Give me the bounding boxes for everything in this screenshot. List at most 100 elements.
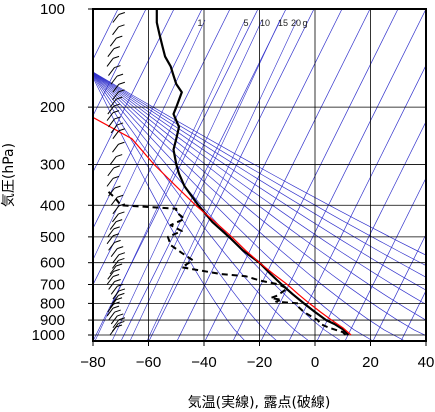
dewpoint-line	[106, 189, 347, 336]
mixing-ratio-line	[129, 19, 281, 341]
wind-barb	[106, 112, 114, 121]
mixing-ratio-label: 5	[243, 18, 248, 28]
wind-barb-flag	[114, 65, 121, 69]
wind-barb	[109, 156, 117, 165]
wind-barb-flag	[112, 233, 120, 237]
wind-barb-flag	[118, 81, 126, 85]
wind-barb	[111, 295, 119, 304]
mixing-ratio-label: g	[302, 18, 307, 28]
wind-barbs	[106, 9, 126, 336]
mixing-ratio-label: 15	[278, 18, 288, 28]
wind-barb-flag	[114, 278, 121, 282]
dry-adiabat-line	[93, 71, 426, 266]
dry-adiabat-line	[93, 75, 278, 341]
wind-barb	[110, 75, 118, 85]
wind-barb	[108, 281, 116, 290]
wind-barb-flag	[115, 219, 123, 223]
wind-barb	[106, 276, 114, 285]
x-tick-label: −80	[80, 354, 105, 371]
wind-barb	[106, 235, 114, 245]
wind-barb	[106, 178, 114, 187]
wind-barb-flag	[115, 263, 123, 267]
mixing-ratio-labels: 1 5 10 15 20 g	[197, 18, 307, 28]
wind-barb	[110, 196, 118, 206]
wind-barb-flag	[117, 313, 124, 317]
wind-barb	[106, 307, 114, 317]
wind-barb-flag	[113, 301, 120, 305]
wind-barb-flag	[118, 257, 125, 261]
wind-barb	[109, 299, 117, 309]
wind-barb	[107, 48, 115, 57]
isotherm-line	[93, 9, 203, 230]
wind-barb-flag	[118, 203, 126, 207]
wind-barb-flag	[116, 73, 124, 77]
wind-barb-flag	[118, 24, 125, 28]
x-tick-label: 0	[311, 354, 319, 371]
wind-barb-flag	[113, 103, 120, 107]
wind-barb-flag	[116, 122, 124, 126]
mixing-ratio-label: 10	[260, 18, 270, 28]
wind-barb	[110, 285, 118, 295]
dry-adiabat-line	[93, 73, 342, 341]
x-tick-label: −20	[247, 354, 272, 371]
mixing-ratio-line	[93, 19, 206, 261]
wind-barb	[112, 91, 119, 101]
wind-barb-flag	[114, 185, 121, 189]
y-tick-label: 400	[40, 197, 65, 214]
wind-barb-flag	[118, 211, 125, 215]
y-tick-label: 700	[40, 277, 65, 294]
wind-barb	[107, 167, 115, 177]
wind-barb	[112, 14, 120, 23]
wind-barb	[109, 37, 117, 47]
wind-barb	[107, 303, 115, 313]
wind-barb	[106, 58, 114, 67]
x-axis-label: 気温(実線), 露点(破線)	[188, 395, 331, 411]
wind-barb-flag	[118, 317, 126, 321]
wind-barb	[112, 26, 119, 36]
isotherm-line	[372, 233, 426, 341]
dry-adiabat-line	[93, 72, 426, 291]
wind-barb-flag	[113, 46, 121, 50]
isotherm-line	[93, 9, 147, 117]
y-tick-label: 300	[40, 157, 65, 174]
dry-adiabat-line	[93, 73, 374, 341]
wind-barb	[110, 315, 118, 325]
wind-barb	[109, 98, 117, 108]
wind-barb-flag	[117, 283, 124, 287]
x-tick-label: −40	[191, 354, 216, 371]
wind-barb	[108, 67, 115, 76]
wind-barb	[112, 205, 120, 215]
wind-barb	[112, 260, 119, 269]
y-tick-label: 1000	[32, 327, 65, 344]
isotherm-line	[344, 177, 426, 341]
wind-barb-flag	[117, 246, 124, 250]
dry-adiabat-line	[93, 71, 426, 278]
wind-barb	[112, 213, 119, 223]
wind-barb-flag	[116, 194, 124, 198]
wind-barb-flag	[112, 274, 120, 277]
isotherm-line	[93, 9, 231, 286]
wind-barb	[112, 319, 120, 329]
dry-adiabat-line	[93, 71, 426, 256]
x-tick-label: 40	[418, 354, 435, 371]
wind-barb	[108, 242, 115, 251]
isotherm-line	[316, 120, 426, 341]
parcel-line	[93, 116, 352, 336]
wind-barb-flag	[118, 252, 126, 256]
y-tick-label: 900	[40, 312, 65, 329]
wind-barb	[108, 118, 115, 128]
wind-barb	[112, 83, 120, 93]
wind-barb	[107, 271, 115, 280]
wind-barb-flag	[112, 175, 120, 179]
x-tick-label: 20	[362, 354, 379, 371]
y-tick-label: 600	[40, 255, 65, 272]
dry-adiabat-line	[93, 72, 426, 305]
mixing-ratio-line	[111, 19, 263, 341]
wind-barb-flag	[118, 141, 125, 145]
wind-barb	[107, 228, 115, 238]
dry-adiabat-line	[93, 76, 246, 341]
wind-barb-flag	[115, 324, 123, 328]
wind-barb-flag	[118, 12, 125, 15]
mixing-ratio-label: 1	[197, 18, 202, 28]
